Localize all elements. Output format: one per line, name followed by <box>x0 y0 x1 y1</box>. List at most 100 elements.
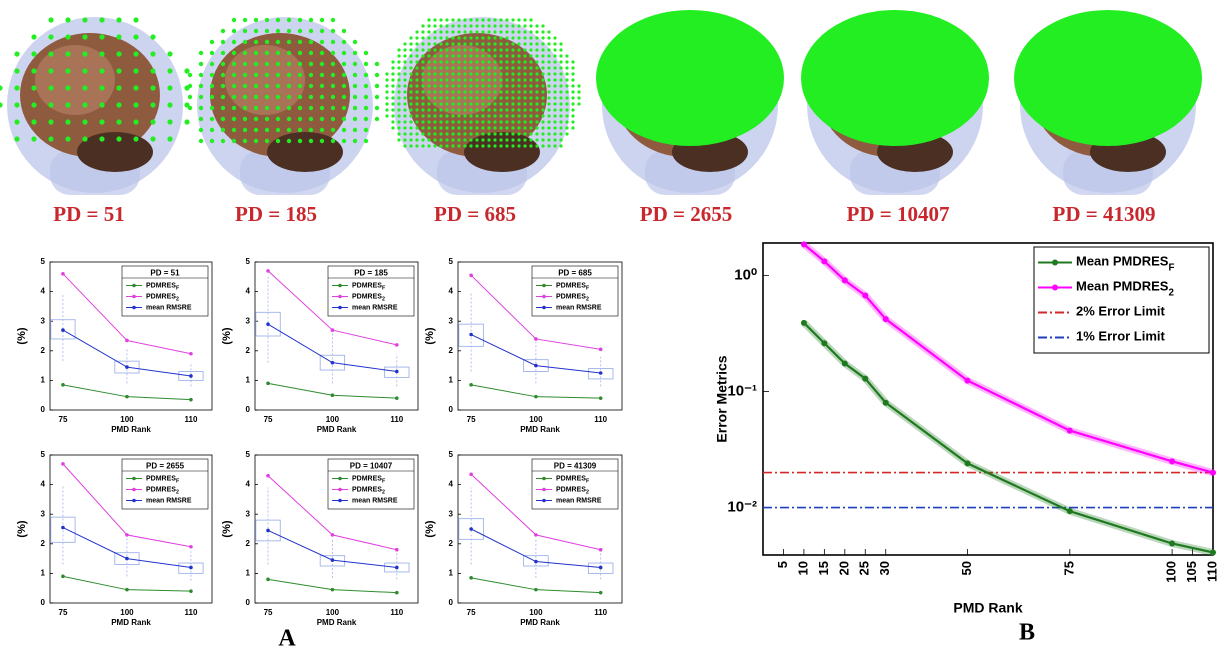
electrode <box>505 96 509 100</box>
electrode <box>427 90 431 94</box>
electrode <box>469 132 473 136</box>
electrode <box>242 138 248 144</box>
electrode <box>487 144 491 148</box>
electrode <box>493 120 497 124</box>
electrode <box>242 39 248 45</box>
electrode <box>421 24 425 28</box>
x-tick-label: 75 <box>1061 561 1076 575</box>
point <box>841 277 848 284</box>
y-tick-label: 1 <box>41 569 46 578</box>
point <box>1066 427 1073 434</box>
electrode <box>547 66 551 70</box>
electrode <box>559 114 563 118</box>
electrode <box>409 54 413 58</box>
point <box>841 360 848 367</box>
point <box>469 332 473 337</box>
electrode <box>523 126 527 130</box>
electrode <box>308 116 314 122</box>
electrode <box>48 51 54 57</box>
electrode <box>220 116 226 122</box>
y-tick-label: 1 <box>41 376 46 385</box>
electrode <box>457 66 461 70</box>
electrode <box>505 102 509 106</box>
electrode <box>487 138 491 142</box>
electrode <box>457 54 461 58</box>
electrode <box>319 61 325 67</box>
electrode <box>565 66 569 70</box>
electrode <box>481 96 485 100</box>
point <box>598 396 603 400</box>
electrode <box>481 42 485 46</box>
electrode <box>439 42 443 46</box>
electrode <box>481 24 485 28</box>
electrode <box>220 105 226 111</box>
electrode <box>469 18 473 22</box>
legend-name: PDMRES <box>352 486 382 493</box>
electrode <box>553 138 557 142</box>
electrode <box>330 127 336 133</box>
y-tick-label: 2 <box>41 539 46 548</box>
electrode <box>553 114 557 118</box>
electrode <box>231 72 237 78</box>
electrode <box>427 72 431 76</box>
electrode <box>517 120 521 124</box>
electrode <box>523 60 527 64</box>
electrode <box>409 78 413 82</box>
x-tick-label: 110 <box>594 415 607 424</box>
electrode <box>445 24 449 28</box>
electrode <box>529 132 533 136</box>
y-axis-label: Error Metrics <box>714 355 730 442</box>
electrode <box>427 18 431 22</box>
electrode <box>242 83 248 89</box>
electrode <box>475 108 479 112</box>
electrode <box>457 18 461 22</box>
box <box>458 323 484 347</box>
electrode <box>427 30 431 34</box>
electrode <box>415 72 419 76</box>
electrode <box>511 78 515 82</box>
electrode <box>517 108 521 112</box>
x-tick-label: 105 <box>1184 561 1199 583</box>
electrode <box>385 72 389 76</box>
electrode <box>463 30 467 34</box>
legend-marker <box>338 487 342 492</box>
legend-subscript: F <box>176 286 180 292</box>
electrode <box>493 102 497 106</box>
electrode <box>421 114 425 118</box>
electrode <box>541 78 545 82</box>
electrode <box>65 119 71 125</box>
electrode <box>187 94 193 100</box>
electrode <box>445 36 449 40</box>
electrode <box>487 114 491 118</box>
electrode <box>220 39 226 45</box>
electrode <box>469 84 473 88</box>
electrode <box>469 54 473 58</box>
legend-subscript: 2 <box>176 297 179 303</box>
electrode <box>553 54 557 58</box>
electrode <box>553 72 557 76</box>
electrode <box>439 114 443 118</box>
electrode <box>451 144 455 148</box>
electrode <box>253 50 259 56</box>
legend-name: mean RMSRE <box>556 497 602 504</box>
y-tick-label: 5 <box>246 257 251 266</box>
point <box>964 377 971 384</box>
electrode <box>421 108 425 112</box>
electrode <box>457 108 461 112</box>
point <box>189 544 193 549</box>
electrode <box>541 114 545 118</box>
legend-title: PD = 185 <box>354 269 388 278</box>
legend-name: PDMRES <box>556 282 586 289</box>
x-tick-label: 110 <box>184 415 197 424</box>
electrode <box>565 84 569 88</box>
electrode <box>341 72 347 78</box>
electrode <box>535 132 539 136</box>
panel-label: A <box>278 626 296 651</box>
electrode <box>341 138 347 144</box>
electrode <box>481 60 485 64</box>
electrode <box>352 105 358 111</box>
electrode <box>167 51 173 57</box>
point <box>61 525 65 530</box>
electrode <box>505 60 509 64</box>
